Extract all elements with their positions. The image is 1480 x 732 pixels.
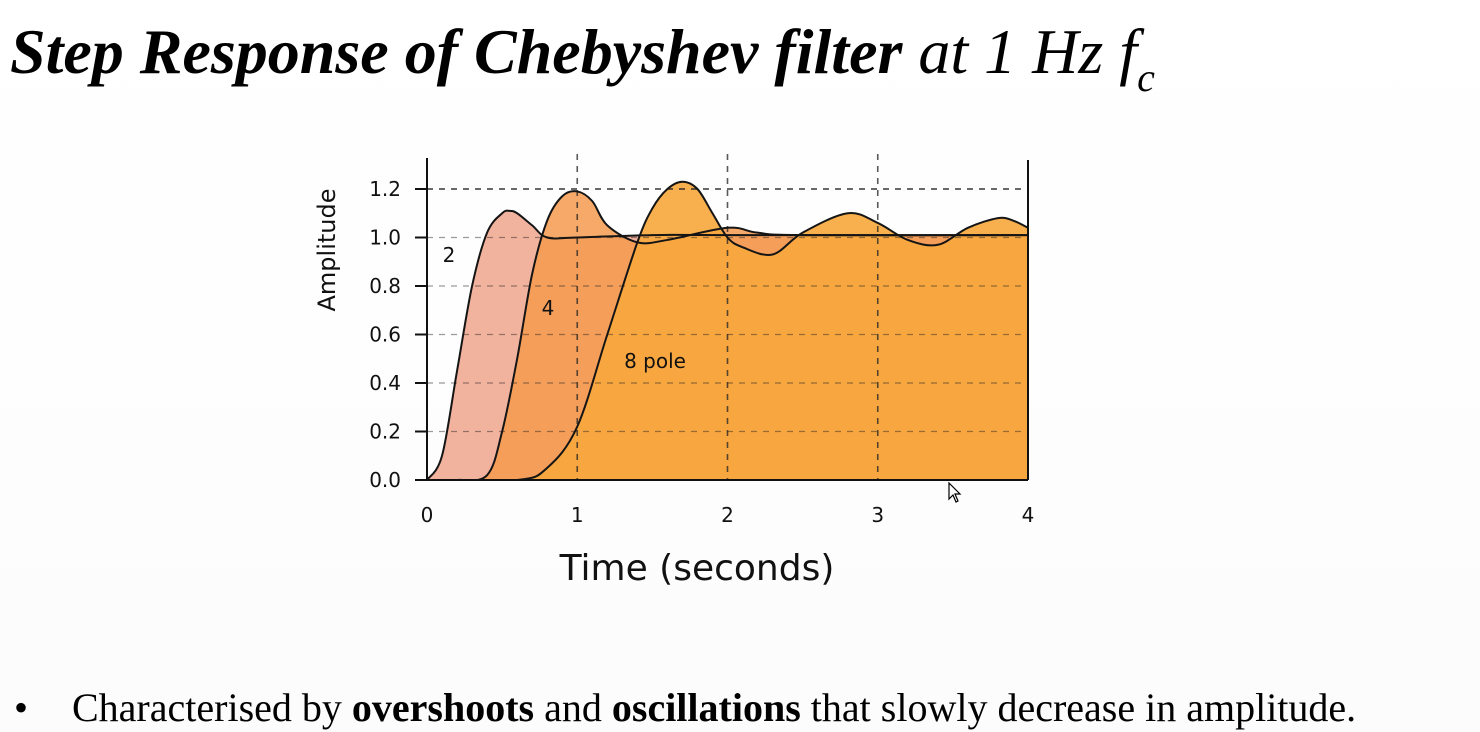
bullet-marker: • [14,685,29,730]
line-layer [427,180,1028,480]
title-f-symbol: f [1119,16,1138,87]
y-tick-label-6: 1.2 [369,177,401,201]
x-tick-label-3: 3 [871,503,884,527]
bullet-text-start: Characterised by [72,685,352,730]
series-line-2 [427,190,1028,480]
series-label-3: 8 pole [624,349,686,373]
x-tick-label-0: 0 [421,503,434,527]
title-main: Step Response of Chebyshev filter [10,16,903,87]
series-line-1 [427,209,1028,480]
x-axis-title: Time (seconds) [559,548,835,589]
y-tick-label-1: 0.2 [369,420,401,444]
label-layer: 0.0 0.2 0.4 0.6 0.8 1.0 1.2 0 1 2 3 4 Amplitude Time … [313,177,1034,589]
y-tick-label-4: 0.8 [369,274,401,298]
bullet-bold-oscillations: oscillations [611,685,801,730]
bullet-text-and: and [534,685,612,730]
series-label-2: 4 [542,296,555,320]
y-axis-title: Amplitude [313,189,341,312]
title-frequency: at 1 Hz [902,16,1120,87]
y-tick-label-0: 0.0 [369,468,401,492]
mouse-pointer-icon [948,482,962,503]
x-tick-label-1: 1 [571,503,584,527]
bullet-text-end: that slowly decrease in amplitude. [800,685,1357,730]
series-label-1: 2 [443,243,456,267]
y-tick-label-3: 0.6 [369,323,401,347]
y-tick-label-5: 1.0 [369,226,401,250]
axis-layer [415,158,1029,481]
x-tick-label-2: 2 [721,503,734,527]
title-subscript: c [1137,55,1155,100]
series-area-3 [427,181,1028,480]
x-tick-label-4: 4 [1022,503,1035,527]
bullet-point: • Characterised by overshoots and oscilla… [14,680,1356,732]
bullet-bold-overshoots: overshoots [351,685,535,730]
series-line-3 [427,180,1028,480]
y-tick-label-2: 0.4 [369,371,401,395]
slide-title: Step Response of Chebyshev filter at 1 H… [10,8,1155,104]
